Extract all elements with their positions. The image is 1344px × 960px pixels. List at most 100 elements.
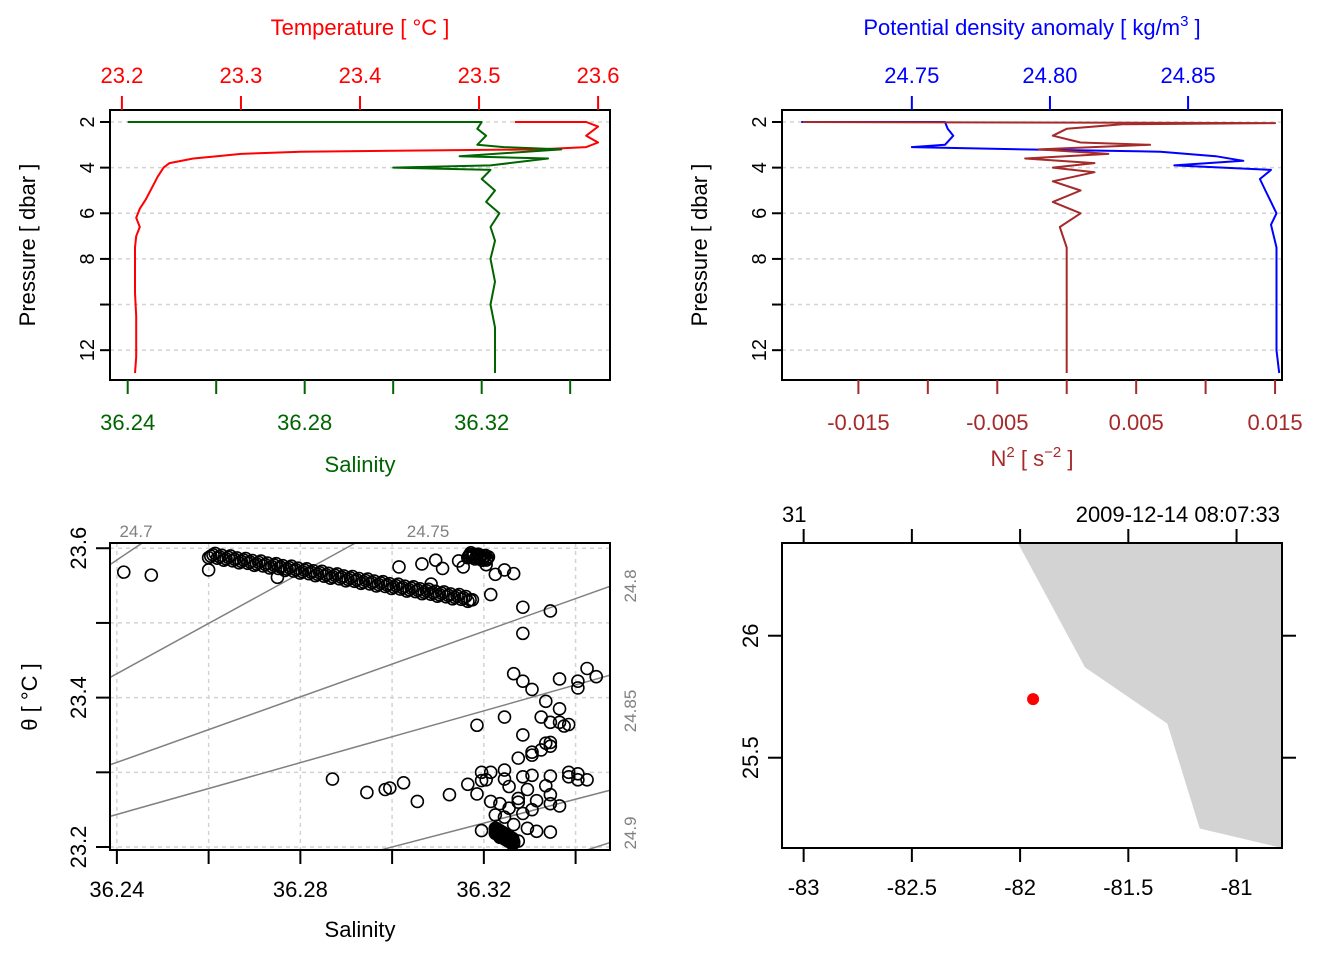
data-point bbox=[483, 587, 498, 602]
tick-label: 36.28 bbox=[277, 410, 332, 435]
profile-series bbox=[801, 121, 1281, 374]
data-point bbox=[470, 787, 484, 801]
salinity-ticks: 36.24 36.28 36.32 bbox=[100, 380, 572, 435]
title-mid: [ s bbox=[1015, 446, 1044, 471]
data-point bbox=[212, 549, 227, 564]
data-point bbox=[497, 810, 512, 824]
data-point bbox=[270, 570, 285, 585]
tick-label: 36.32 bbox=[454, 410, 509, 435]
salinity-ticks: 36.24 36.28 36.32 bbox=[89, 850, 577, 902]
data-point bbox=[434, 586, 449, 601]
data-point bbox=[343, 571, 358, 585]
data-point bbox=[502, 832, 516, 847]
data-point bbox=[552, 672, 567, 686]
data-point bbox=[227, 552, 242, 567]
superscript: 2 bbox=[1006, 444, 1014, 461]
tick-label: -82 bbox=[1004, 875, 1036, 900]
data-point bbox=[589, 669, 604, 684]
tick-label: 6 bbox=[77, 208, 99, 219]
temperature-axis-title: Temperature [ °C ] bbox=[271, 15, 450, 40]
data-point bbox=[334, 570, 349, 585]
isopycnal-label: 24.7 bbox=[119, 522, 152, 541]
data-point bbox=[424, 577, 438, 591]
tick-label: 4 bbox=[749, 162, 771, 173]
data-point bbox=[543, 825, 558, 839]
data-point bbox=[304, 565, 318, 580]
series-line-n2 bbox=[802, 121, 1277, 373]
isopycnal-labels: 24.7 24.75 24.8 24.85 24.9 bbox=[119, 522, 640, 850]
data-point bbox=[506, 666, 521, 681]
data-point bbox=[552, 702, 567, 716]
data-point bbox=[435, 561, 450, 576]
data-point bbox=[506, 817, 521, 832]
data-point bbox=[243, 555, 257, 569]
data-point bbox=[380, 578, 395, 592]
data-point bbox=[325, 772, 340, 786]
tick-label: 23.2 bbox=[66, 826, 91, 869]
data-point bbox=[571, 772, 585, 787]
map-frame bbox=[781, 542, 1283, 849]
tick-label: 23.6 bbox=[577, 63, 620, 88]
data-point bbox=[479, 557, 493, 572]
data-point bbox=[561, 717, 576, 732]
tick-label: 23.3 bbox=[220, 63, 263, 88]
data-point bbox=[415, 557, 429, 571]
panel-station-map: -83 -82.5 -82 -81.5 -81 26 25.5 31 2009-12-14… bbox=[738, 502, 1296, 900]
data-point bbox=[474, 765, 489, 780]
density-ticks: 24.75 24.80 24.85 bbox=[884, 63, 1216, 110]
tick-label: 23.2 bbox=[100, 63, 143, 88]
tick-label: 36.24 bbox=[89, 877, 144, 902]
tick-label: 0.015 bbox=[1248, 410, 1303, 435]
data-point bbox=[410, 794, 425, 809]
tick-label: 12 bbox=[77, 339, 99, 361]
data-point bbox=[410, 583, 425, 598]
longitude-ticks: -83 -82.5 -82 -81.5 -81 bbox=[788, 848, 1252, 900]
station-number-label: 31 bbox=[782, 502, 806, 527]
isopycnal-line bbox=[109, 674, 611, 818]
isopycnal-line bbox=[109, 585, 611, 766]
tick-label: 23.6 bbox=[66, 527, 91, 570]
salinity-axis-title: Salinity bbox=[325, 917, 396, 942]
superscript: 3 bbox=[1180, 13, 1188, 30]
salinity-axis-title: Salinity bbox=[325, 452, 396, 477]
data-point bbox=[360, 785, 374, 800]
data-point bbox=[267, 558, 281, 572]
data-point bbox=[571, 681, 585, 695]
tick-label: 24.80 bbox=[1022, 63, 1077, 88]
data-point bbox=[221, 550, 236, 565]
data-point bbox=[511, 751, 526, 765]
series-line-potential-density-anomaly bbox=[801, 121, 1281, 374]
tick-label: -82.5 bbox=[887, 875, 937, 900]
isopycnal-label: 24.9 bbox=[621, 816, 640, 849]
tick-label: -0.015 bbox=[827, 410, 889, 435]
tick-label: -0.005 bbox=[966, 410, 1028, 435]
tick-label: 23.4 bbox=[339, 63, 382, 88]
data-point bbox=[465, 592, 480, 607]
plot-frame bbox=[109, 542, 611, 851]
data-point bbox=[365, 575, 379, 590]
isopycnal-label: 24.75 bbox=[407, 522, 450, 541]
station-marker[interactable] bbox=[1027, 693, 1040, 706]
data-point bbox=[529, 824, 544, 839]
map-top-ticks bbox=[802, 529, 1238, 543]
data-point bbox=[506, 566, 521, 581]
data-point bbox=[144, 568, 159, 582]
panel-temperature-salinity-profile: Temperature [ °C ] Salinity Pressure [ d… bbox=[15, 15, 620, 477]
data-point bbox=[428, 553, 443, 567]
title-tail: ] bbox=[1188, 15, 1200, 40]
n2-ticks: -0.015 -0.005 0.005 0.015 bbox=[827, 380, 1303, 435]
n2-axis-title-text: N bbox=[991, 446, 1007, 471]
data-point bbox=[516, 769, 530, 784]
data-point bbox=[258, 557, 273, 572]
tick-label: -81.5 bbox=[1103, 875, 1153, 900]
data-point bbox=[488, 808, 503, 822]
data-point bbox=[236, 553, 251, 567]
data-point bbox=[373, 576, 388, 590]
data-point bbox=[383, 781, 397, 795]
isopycnal-line bbox=[586, 841, 611, 851]
tick-label: 8 bbox=[77, 253, 99, 264]
panel-ts-diagram: Salinity θ [ °C ] 36.24 36.28 36.32 23.223… bbox=[17, 522, 640, 942]
data-point bbox=[349, 573, 364, 587]
data-point bbox=[580, 661, 594, 676]
superscript: −2 bbox=[1044, 444, 1061, 461]
